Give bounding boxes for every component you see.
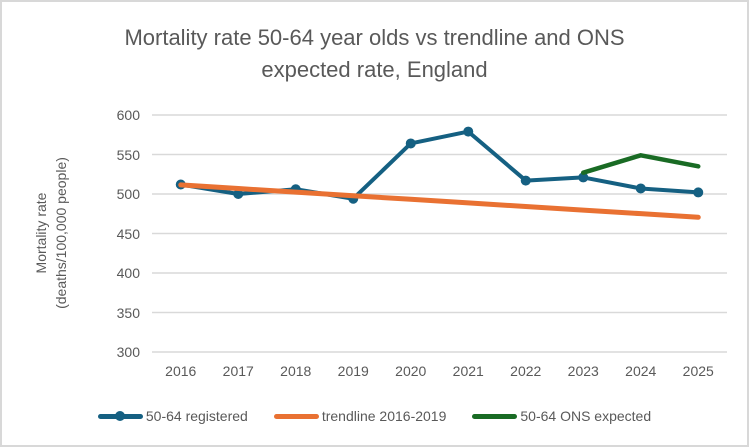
- chart-title-line1: Mortality rate 50-64 year olds vs trendl…: [124, 25, 625, 50]
- x-axis-label: 2019: [337, 363, 369, 379]
- chart-legend: 50-64 registered trendline 2016-2019 50-…: [2, 408, 747, 424]
- data-point-marker: [693, 187, 704, 198]
- legend-label-registered: 50-64 registered: [145, 408, 248, 424]
- line-swatch-icon: [472, 411, 518, 421]
- series-line-2: [581, 153, 701, 175]
- line-with-marker-swatch-icon: [97, 411, 143, 421]
- x-axis-label: 2025: [682, 363, 714, 379]
- x-axis-label: 2022: [510, 363, 542, 379]
- y-tick-label: 300: [116, 344, 140, 360]
- data-point-marker: [233, 189, 244, 199]
- series-line-1: [178, 182, 701, 220]
- x-axis-label: 2017: [222, 363, 254, 379]
- legend-item-registered: 50-64 registered: [97, 408, 248, 424]
- y-tick-label: 600: [116, 107, 140, 123]
- y-tick-label: 450: [116, 225, 140, 242]
- legend-label-trendline: trendline 2016-2019: [321, 408, 447, 424]
- x-axis-label: 2021: [452, 363, 484, 379]
- x-axis-label: 2020: [395, 363, 427, 379]
- data-point-marker: [463, 126, 474, 137]
- legend-label-ons-expected: 50-64 ONS expected: [520, 408, 652, 424]
- chart-title-line2: expected rate, England: [261, 57, 488, 82]
- x-axis-label: 2024: [625, 363, 657, 379]
- x-axis-label: 2023: [567, 363, 599, 379]
- y-tick-label: 400: [116, 265, 140, 281]
- y-tick-label: 550: [116, 146, 140, 163]
- data-point-marker: [635, 183, 646, 194]
- y-tick-label: 350: [116, 304, 140, 321]
- line-swatch-icon: [273, 411, 319, 421]
- x-axis-label: 2018: [280, 363, 312, 379]
- legend-item-trendline: trendline 2016-2019: [273, 408, 447, 424]
- data-point-marker: [520, 175, 531, 186]
- data-point-marker: [578, 172, 589, 183]
- x-axis-label: 2016: [165, 363, 197, 379]
- chart-title: Mortality rate 50-64 year olds vs trendl…: [2, 22, 747, 86]
- y-tick-label: 500: [116, 186, 140, 202]
- legend-item-ons-expected: 50-64 ONS expected: [472, 408, 651, 424]
- data-point-marker: [405, 138, 416, 149]
